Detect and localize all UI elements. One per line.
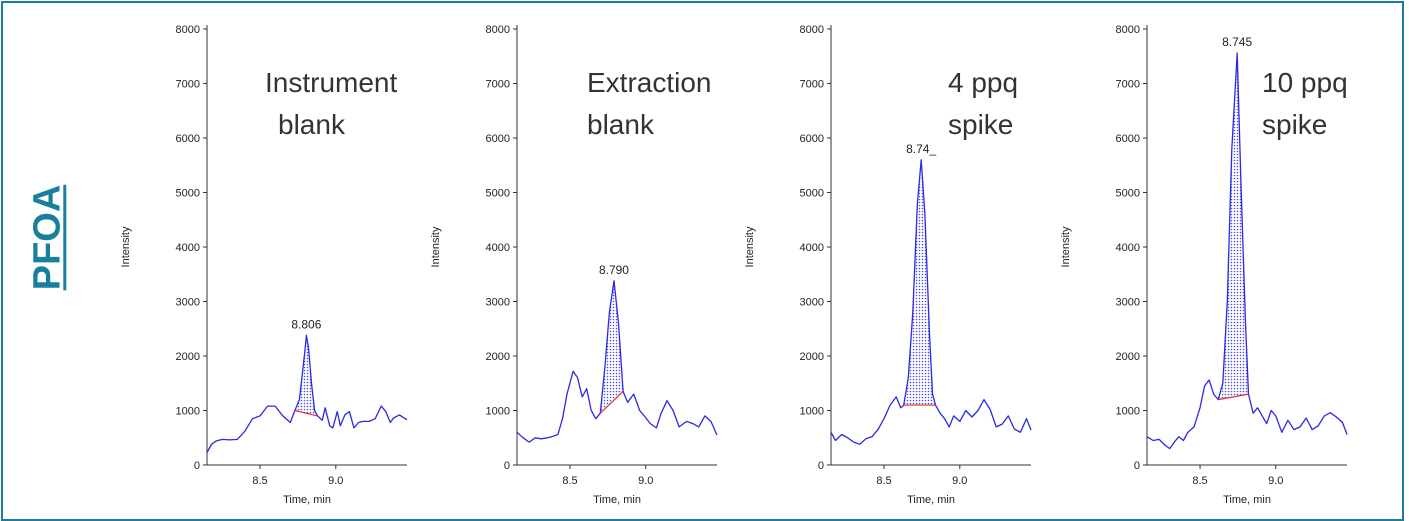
x-axis-title: Time, min (593, 494, 641, 506)
integration-baseline (294, 409, 318, 417)
y-tick-label: 5000 (176, 188, 200, 200)
panel-title-line: blank (587, 109, 655, 140)
y-tick-label: 4000 (486, 242, 510, 254)
y-tick-label: 2000 (486, 351, 510, 363)
y-tick-label: 5000 (800, 188, 824, 200)
y-tick-label: 0 (504, 460, 510, 472)
panel-title-line: Instrument (265, 67, 397, 98)
y-axis-title: Intensity (744, 226, 756, 267)
panel-title-line: spike (1262, 109, 1327, 140)
y-tick-label: 6000 (800, 133, 824, 145)
y-axis-title: Intensity (1060, 226, 1072, 267)
panel-title-line: 4 ppq (948, 67, 1018, 98)
y-tick-label: 5000 (1116, 188, 1140, 200)
y-tick-label: 8000 (800, 24, 824, 36)
y-tick-label: 3000 (486, 297, 510, 309)
y-tick-label: 0 (818, 460, 824, 472)
x-tick-label: 8.5 (252, 475, 267, 487)
panel-title-line: 10 ppq (1262, 67, 1348, 98)
chromatogram-trace (516, 280, 718, 443)
x-axis-title: Time, min (283, 494, 331, 506)
y-tick-label: 6000 (1116, 133, 1140, 145)
y-tick-label: 7000 (800, 79, 824, 91)
y-tick-label: 8000 (176, 24, 200, 36)
y-tick-label: 1000 (486, 406, 510, 418)
x-tick-label: 9.0 (638, 475, 653, 487)
x-axis-title: Time, min (1223, 494, 1271, 506)
peak-label: 8.806 (291, 317, 321, 331)
y-tick-label: 7000 (1116, 79, 1140, 91)
y-tick-label: 6000 (486, 133, 510, 145)
y-tick-label: 2000 (800, 351, 824, 363)
y-tick-label: 4000 (1116, 242, 1140, 254)
peak-area (903, 159, 936, 406)
peak-label: 8.745 (1222, 35, 1252, 49)
y-tick-label: 7000 (486, 79, 510, 91)
chart-panel-4: 0 1000 2000 3000 4000 5000 6000 7000 8000 8.5 9.0 T… (1060, 24, 1348, 506)
chromatogram-trace (1146, 52, 1348, 450)
chart-panel-3: 0 1000 2000 3000 4000 5000 6000 7000 8000 8.5 9.0 T… (744, 24, 1032, 506)
y-axis-title: Intensity (120, 226, 132, 267)
x-tick-label: 9.0 (1268, 475, 1283, 487)
integration-baseline (599, 390, 624, 414)
y-tick-label: 2000 (176, 351, 200, 363)
chromatogram-panels: 0 1000 2000 3000 4000 5000 6000 7000 8000 8.5 9.0 T… (120, 24, 1348, 506)
peak-area (294, 335, 318, 416)
x-tick-label: 8.5 (1192, 475, 1207, 487)
chromatogram-trace (206, 334, 408, 453)
peak-area (1218, 52, 1249, 400)
x-tick-label: 9.0 (328, 475, 343, 487)
chart-panel-2: 0 1000 2000 3000 4000 5000 6000 7000 8000 8.5 9.0 T… (430, 24, 718, 506)
panel-title-line: Extraction (587, 67, 712, 98)
x-tick-label: 8.5 (876, 475, 891, 487)
y-tick-label: 0 (194, 460, 200, 472)
y-tick-label: 1000 (176, 406, 200, 418)
y-axis-title: Intensity (430, 226, 442, 267)
y-tick-label: 3000 (1116, 297, 1140, 309)
y-tick-label: 8000 (1116, 24, 1140, 36)
y-tick-label: 1000 (1116, 406, 1140, 418)
y-tick-label: 6000 (176, 133, 200, 145)
y-tick-label: 5000 (486, 188, 510, 200)
peak-label: 8.790 (599, 263, 629, 277)
y-tick-label: 2000 (1116, 351, 1140, 363)
chromatogram-trace (830, 159, 1032, 445)
y-tick-label: 0 (1134, 460, 1140, 472)
panel-title-line: blank (278, 109, 346, 140)
x-tick-label: 8.5 (562, 475, 577, 487)
x-axis-title: Time, min (907, 494, 955, 506)
panel-title-line: spike (948, 109, 1013, 140)
y-tick-label: 3000 (800, 297, 824, 309)
x-tick-label: 9.0 (952, 475, 967, 487)
y-tick-label: 1000 (800, 406, 824, 418)
y-tick-label: 4000 (176, 242, 200, 254)
integration-baseline (1218, 393, 1249, 401)
chart-panel-1: 0 1000 2000 3000 4000 5000 6000 7000 8000 8.5 9.0 T… (120, 24, 408, 506)
y-tick-label: 7000 (176, 79, 200, 91)
peak-label: 8.74_ (906, 142, 936, 156)
y-tick-label: 4000 (800, 242, 824, 254)
y-tick-label: 8000 (486, 24, 510, 36)
y-tick-label: 3000 (176, 297, 200, 309)
